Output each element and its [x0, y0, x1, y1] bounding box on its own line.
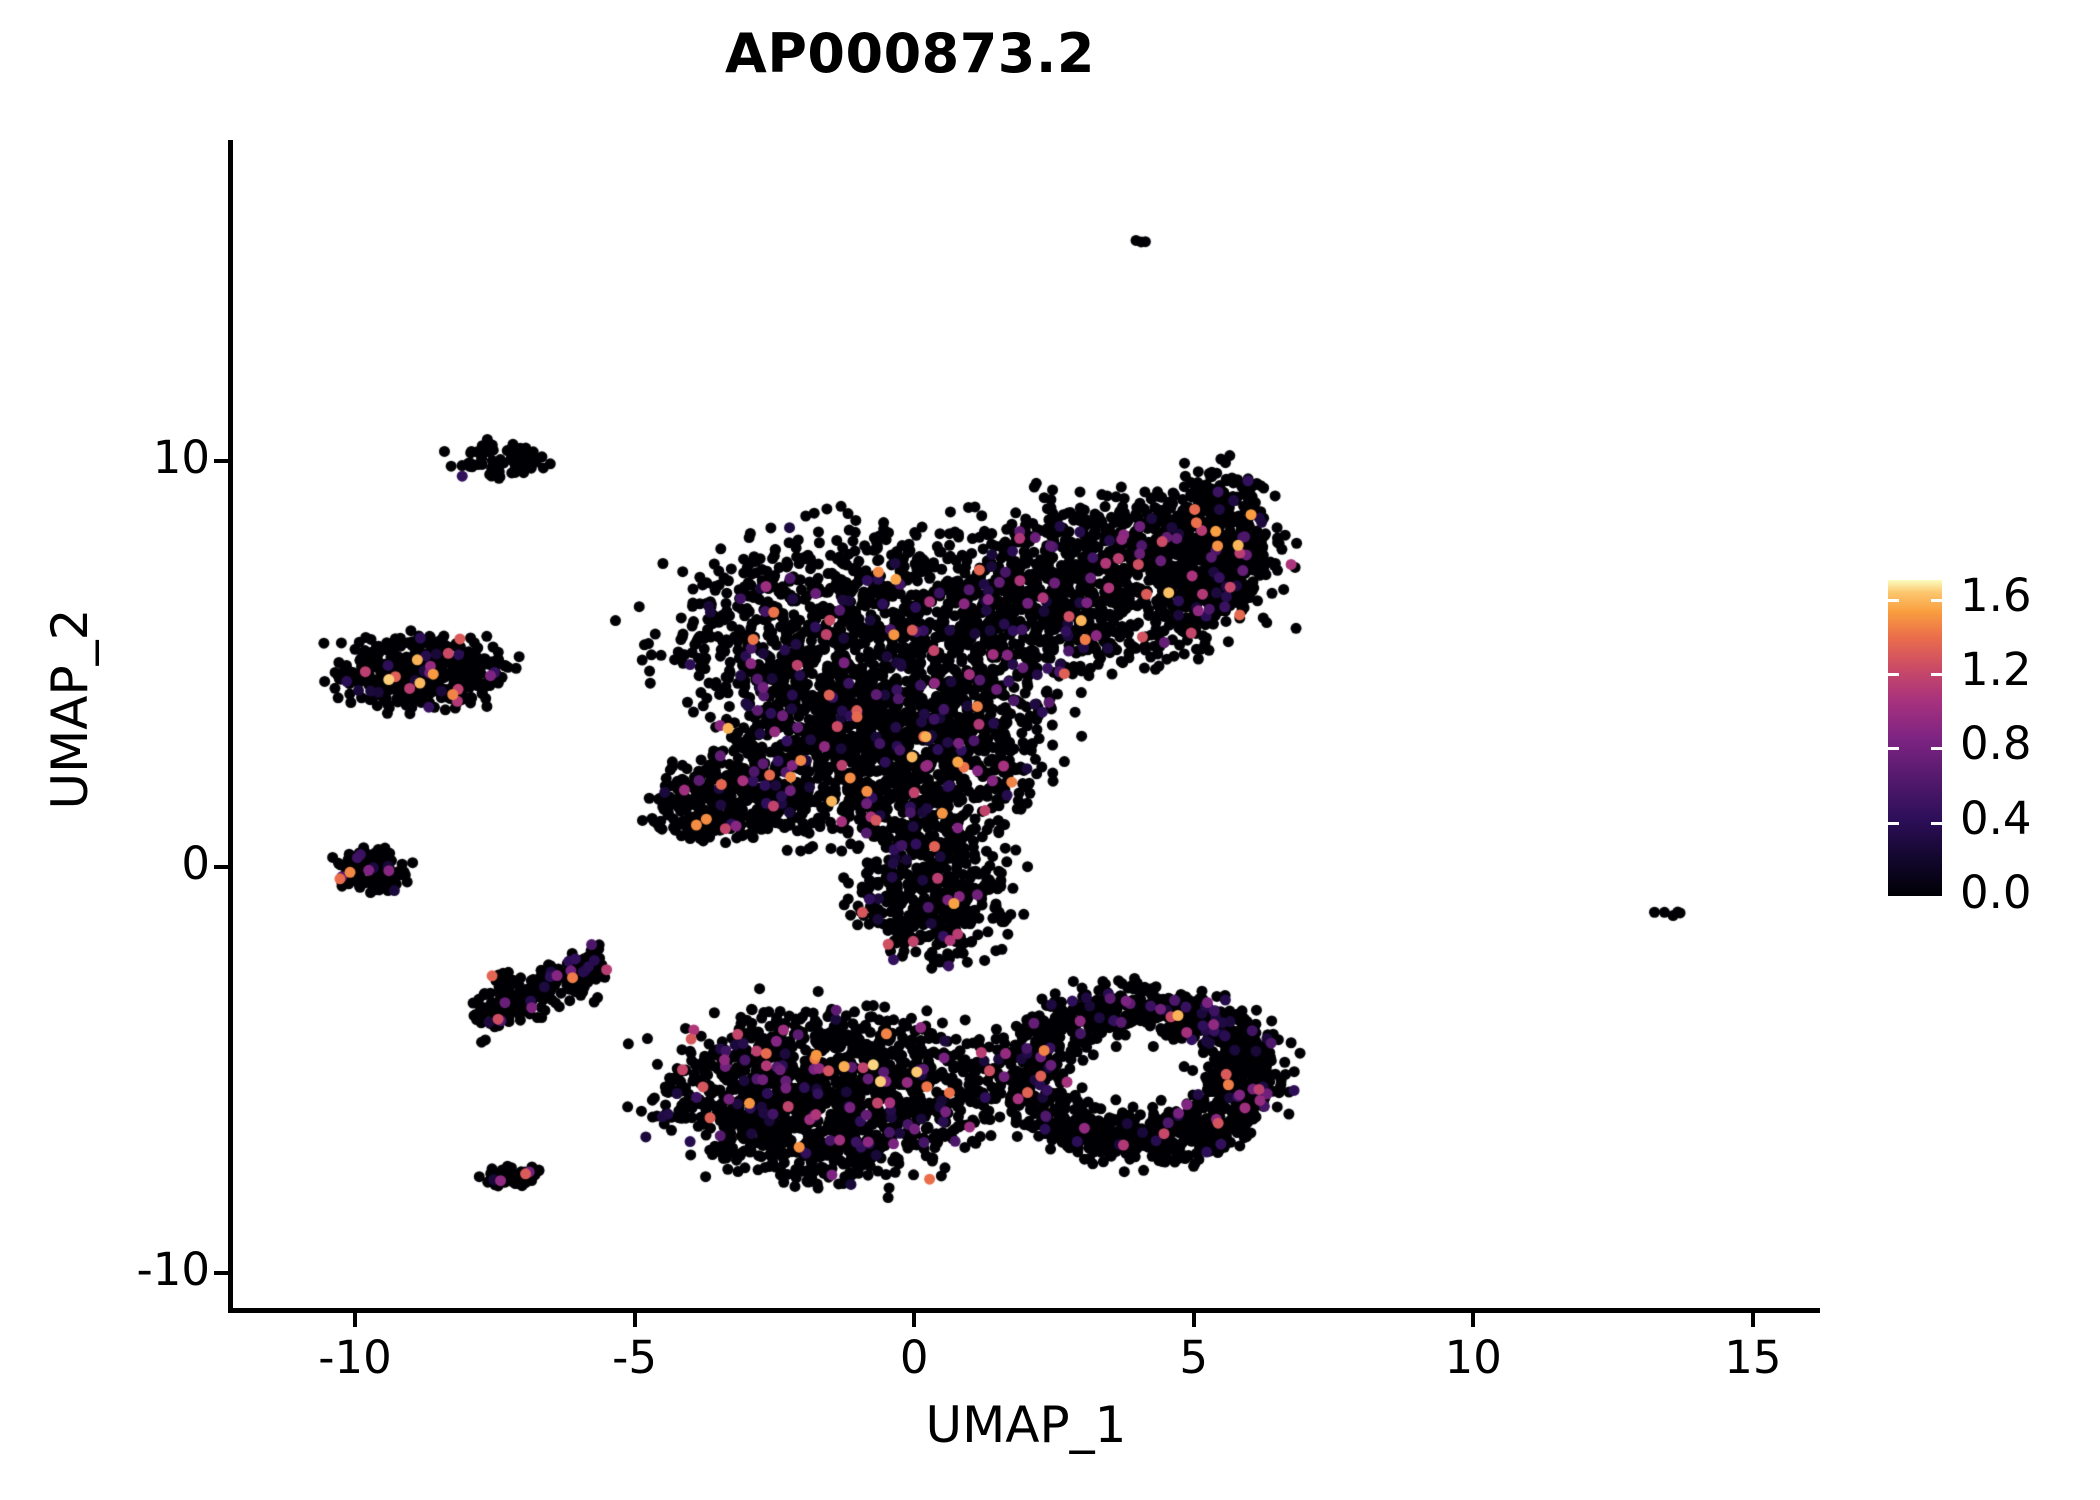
x-tick-mark: [1191, 1313, 1196, 1327]
colorbar-tick-mark: [1888, 672, 1899, 676]
y-tick-mark: [214, 1271, 228, 1276]
colorbar-tick-label: 0.0: [1960, 866, 2032, 919]
colorbar-tick-label: 1.6: [1960, 568, 2032, 622]
x-tick-mark: [912, 1313, 917, 1327]
colorbar-tick-mark: [1888, 598, 1899, 602]
y-tick-label: 10: [152, 430, 210, 484]
colorbar-tick-mark: [1888, 821, 1899, 825]
y-tick-label: -10: [136, 1243, 211, 1297]
x-tick-label: -10: [318, 1331, 392, 1384]
page-title: AP000873.2: [725, 22, 1095, 85]
x-tick-label: 15: [1724, 1331, 1782, 1384]
y-axis-spine: [228, 140, 233, 1312]
colorbar-gradient: [1888, 580, 1942, 896]
plot-area: [232, 140, 1820, 1310]
y-tick-mark: [214, 865, 228, 870]
x-tick-mark: [353, 1313, 357, 1327]
colorbar-tick-label: 0.4: [1960, 791, 2032, 845]
colorbar-tick-mark: [1888, 747, 1899, 751]
x-tick-label: 10: [1444, 1331, 1502, 1384]
y-tick-label: 0: [181, 837, 210, 891]
colorbar-tick-mark: [1931, 747, 1942, 751]
colorbar-tick-label: 0.8: [1960, 717, 2032, 771]
y-tick-mark: [214, 458, 228, 463]
colorbar-tick-label: 1.2: [1960, 642, 2032, 696]
x-tick-mark: [1471, 1313, 1476, 1327]
x-axis-spine: [228, 1308, 1820, 1313]
y-axis-label: UMAP_2: [41, 608, 99, 810]
x-axis-label: UMAP_1: [925, 1396, 1127, 1454]
colorbar-tick-mark: [1931, 672, 1942, 676]
x-tick-mark: [632, 1313, 637, 1327]
colorbar-tick-mark: [1931, 821, 1942, 825]
x-tick-mark: [1750, 1313, 1755, 1327]
colorbar-tick-mark: [1931, 598, 1942, 602]
colorbar: 1.6 1.2 0.8 0.4 0.0: [1888, 569, 2088, 919]
x-tick-label: 5: [1179, 1331, 1209, 1384]
x-tick-label: -5: [612, 1331, 658, 1384]
x-tick-label: 0: [899, 1331, 929, 1384]
scatter-points-canvas: [232, 140, 1820, 1310]
